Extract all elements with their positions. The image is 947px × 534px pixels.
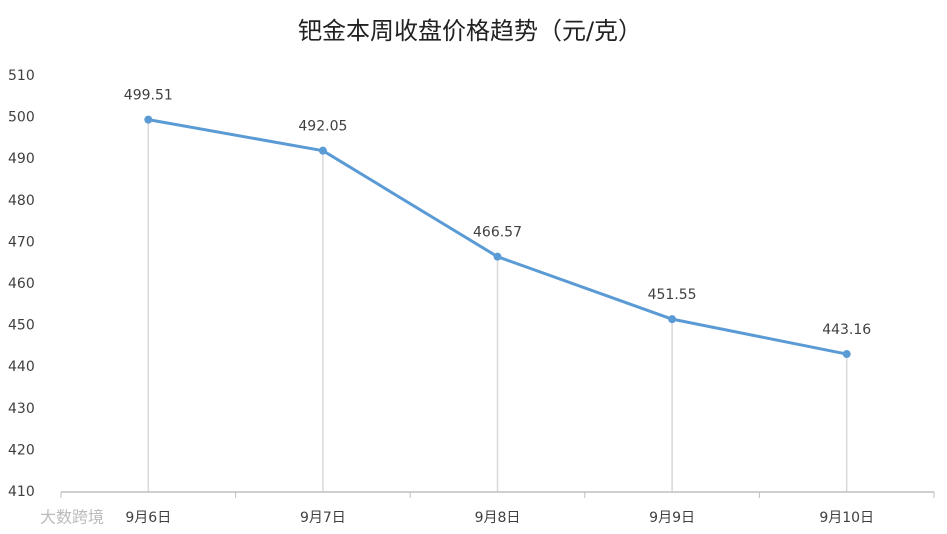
y-tick-label: 500: [8, 110, 35, 126]
y-tick-label: 430: [8, 401, 35, 417]
y-tick-label: 450: [8, 318, 35, 334]
y-tick-label: 480: [8, 193, 35, 209]
x-tick-label: 9月6日: [125, 510, 171, 526]
y-tick-label: 510: [8, 68, 35, 84]
x-tick-label: 9月7日: [300, 510, 346, 526]
data-label: 443.16: [822, 322, 871, 338]
data-label: 451.55: [648, 287, 697, 303]
point: [668, 315, 677, 324]
x-tick-label: 9月8日: [475, 510, 521, 526]
point: [144, 115, 153, 124]
x-tick-label: 9月10日: [819, 510, 874, 526]
y-tick-label: 470: [8, 234, 35, 250]
point: [318, 146, 327, 155]
chart-title: 钯金本周收盘价格趋势（元/克）: [298, 17, 642, 45]
data-label: 499.51: [124, 88, 173, 104]
y-tick-label: 410: [8, 484, 35, 500]
point: [493, 252, 502, 261]
y-tick-label: 420: [8, 442, 35, 458]
data-label: 492.05: [298, 119, 347, 135]
point: [842, 350, 851, 359]
y-tick-label: 490: [8, 151, 35, 167]
x-tick-label: 9月9日: [649, 510, 695, 526]
data-label: 466.57: [473, 225, 522, 241]
y-tick-label: 460: [8, 276, 35, 292]
y-tick-label: 440: [8, 359, 35, 375]
watermark: 大数跨境: [40, 508, 104, 527]
